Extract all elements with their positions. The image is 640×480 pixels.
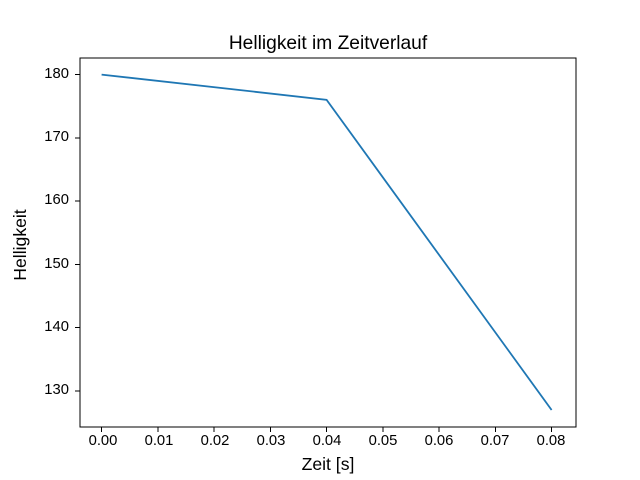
svg-text:Helligkeit: Helligkeit	[10, 209, 30, 280]
